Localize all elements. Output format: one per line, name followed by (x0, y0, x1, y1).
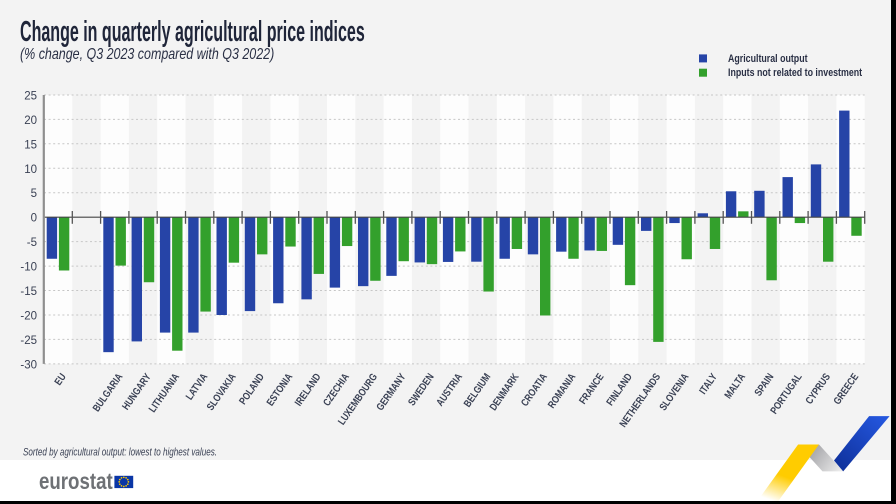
svg-text:5: 5 (31, 188, 37, 200)
svg-text:eurostat: eurostat (39, 469, 113, 494)
svg-text:Inputs not related to investme: Inputs not related to investment (728, 67, 863, 79)
svg-text:Change in quarterly agricultur: Change in quarterly agricultural price i… (20, 15, 365, 47)
svg-text:25: 25 (24, 91, 37, 103)
svg-text:(% change, Q3 2023 compared wi: (% change, Q3 2023 compared with Q3 2022… (20, 45, 274, 63)
svg-text:-25: -25 (20, 335, 37, 347)
svg-text:20: 20 (24, 115, 37, 127)
svg-text:Sorted by agricultural output:: Sorted by agricultural output: lowest to… (23, 446, 217, 459)
svg-text:-10: -10 (20, 262, 37, 274)
svg-text:-20: -20 (20, 311, 37, 323)
svg-text:-15: -15 (20, 286, 37, 298)
svg-text:10: 10 (24, 164, 37, 176)
svg-text:-30: -30 (20, 359, 37, 371)
svg-text:Agricultural output: Agricultural output (728, 53, 808, 65)
svg-text:-5: -5 (27, 237, 37, 249)
svg-text:15: 15 (24, 139, 37, 151)
svg-text:0: 0 (31, 213, 37, 225)
